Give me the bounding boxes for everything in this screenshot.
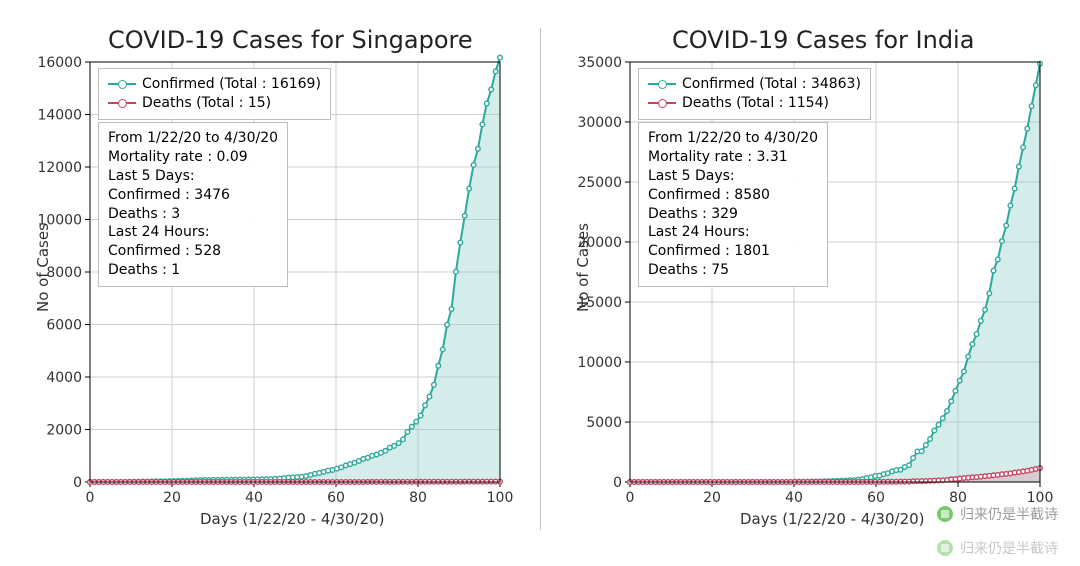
svg-text:16000: 16000 (37, 55, 82, 71)
singapore-chart: 0200040006000800010000120001400016000020… (0, 0, 540, 566)
svg-text:12000: 12000 (37, 160, 82, 176)
svg-text:60: 60 (867, 490, 885, 506)
svg-text:100: 100 (487, 490, 514, 506)
y-axis-label: No of Cases (574, 223, 592, 312)
legend-deaths: Deaths (Total : 1154) (648, 94, 861, 113)
legend: Confirmed (Total : 16169)Deaths (Total :… (98, 68, 331, 120)
svg-text:25000: 25000 (577, 175, 622, 191)
svg-text:0: 0 (613, 475, 622, 491)
svg-text:40: 40 (785, 490, 803, 506)
svg-text:0: 0 (626, 490, 635, 506)
x-axis-label: Days (1/22/20 - 4/30/20) (740, 510, 925, 528)
svg-text:6000: 6000 (46, 318, 82, 334)
legend-confirmed: Confirmed (Total : 16169) (108, 75, 321, 94)
chart-title: COVID-19 Cases for India (672, 26, 974, 54)
india-chart: 0500010000150002000025000300003500002040… (540, 0, 1080, 566)
svg-text:20: 20 (163, 490, 181, 506)
svg-text:0: 0 (73, 475, 82, 491)
svg-text:0: 0 (86, 490, 95, 506)
divider (540, 28, 541, 530)
x-axis-label: Days (1/22/20 - 4/30/20) (200, 510, 385, 528)
svg-text:80: 80 (409, 490, 427, 506)
svg-text:14000: 14000 (37, 108, 82, 124)
svg-text:10000: 10000 (577, 355, 622, 371)
svg-text:60: 60 (327, 490, 345, 506)
legend: Confirmed (Total : 34863)Deaths (Total :… (638, 68, 871, 120)
svg-text:5000: 5000 (586, 415, 622, 431)
legend-confirmed: Confirmed (Total : 34863) (648, 75, 861, 94)
svg-text:4000: 4000 (46, 370, 82, 386)
svg-text:30000: 30000 (577, 115, 622, 131)
y-axis-label: No of Cases (34, 223, 52, 312)
info-box: From 1/22/20 to 4/30/20 Mortality rate :… (638, 122, 828, 287)
info-box: From 1/22/20 to 4/30/20 Mortality rate :… (98, 122, 288, 287)
svg-text:2000: 2000 (46, 423, 82, 439)
watermark-2: 归来仍是半截诗 (936, 538, 1058, 558)
chart-pair: 0200040006000800010000120001400016000020… (0, 0, 1080, 566)
svg-text:20: 20 (703, 490, 721, 506)
legend-deaths: Deaths (Total : 15) (108, 94, 321, 113)
watermark-1: 归来仍是半截诗 (936, 504, 1058, 524)
svg-text:40: 40 (245, 490, 263, 506)
svg-text:35000: 35000 (577, 55, 622, 71)
chart-title: COVID-19 Cases for Singapore (108, 26, 473, 54)
